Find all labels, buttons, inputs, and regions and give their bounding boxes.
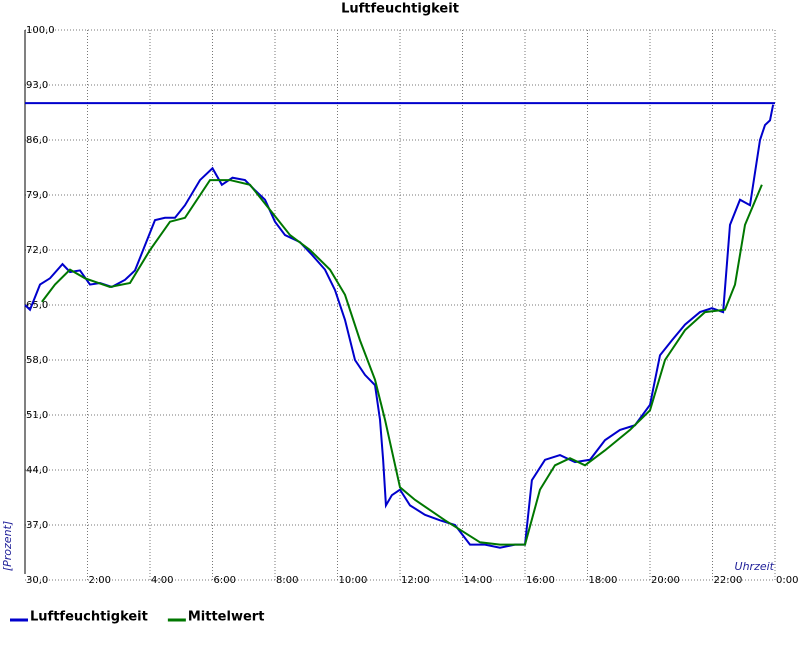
legend-label: Luftfeuchtigkeit: [30, 610, 148, 625]
x-tick-label: 10:00: [339, 575, 368, 586]
x-tick-label: 14:00: [464, 575, 493, 586]
y-tick-label: 51,0: [26, 410, 48, 421]
x-tick-label: 2:00: [89, 575, 111, 586]
y-tick-label: 58,0: [26, 355, 48, 366]
x-tick-label: 12:00: [401, 575, 430, 586]
x-tick-label: 8:00: [276, 575, 298, 586]
data-line: [24, 104, 775, 549]
y-tick-label: 72,0: [26, 245, 48, 256]
y-tick-label: 79,0: [26, 190, 48, 201]
chart-title: Luftfeuchtigkeit: [341, 2, 459, 17]
data-line: [41, 179, 763, 546]
x-tick-label: 4:00: [151, 575, 173, 586]
y-tick-label: 93,0: [26, 80, 48, 91]
y-tick-label: 30,0: [26, 575, 48, 586]
x-tick-label: 16:00: [526, 575, 555, 586]
y-tick-label: 65,0: [26, 300, 48, 311]
legend-label: Mittelwert: [188, 610, 265, 625]
y-tick-label: 44,0: [26, 465, 48, 476]
x-axis-label: Uhrzeit: [735, 560, 775, 573]
x-tick-label: 20:00: [651, 575, 680, 586]
y-axis-label: [Prozent]: [1, 521, 14, 571]
x-tick-label: 6:00: [214, 575, 236, 586]
x-tick-label: 22:00: [714, 575, 743, 586]
y-tick-label: 86,0: [26, 135, 48, 146]
x-tick-label: 18:00: [589, 575, 618, 586]
y-tick-label: 37,0: [26, 520, 48, 531]
x-tick-label: 0:00: [776, 575, 798, 586]
y-tick-label: 100,0: [26, 25, 55, 36]
